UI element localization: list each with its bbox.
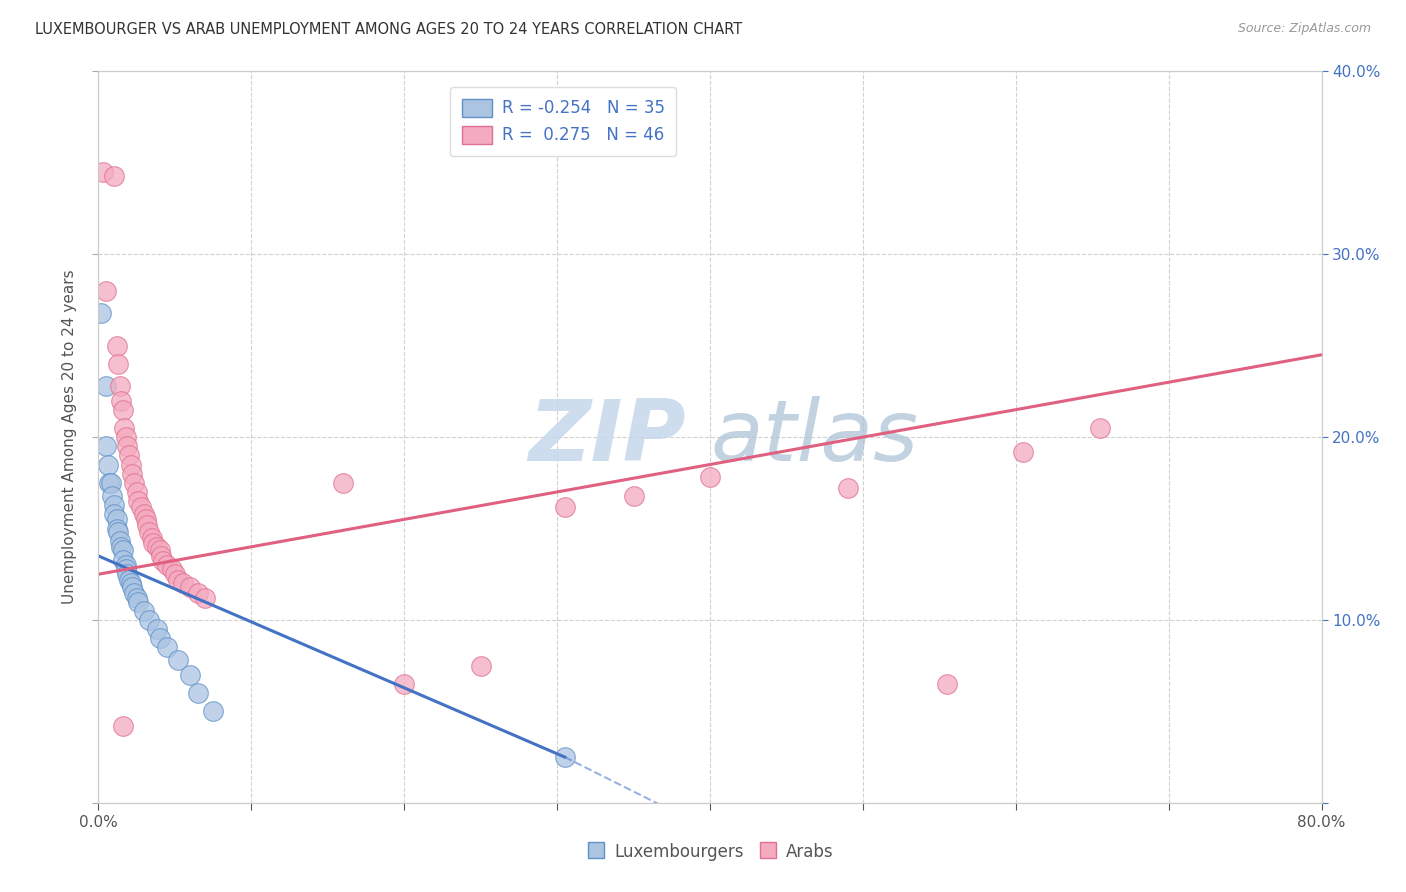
- Point: [111, 552, 134, 566]
- Point: [1012, 444, 1035, 458]
- Point: [194, 591, 217, 605]
- Point: [135, 512, 157, 526]
- Point: [142, 536, 165, 550]
- Point: [98, 475, 121, 490]
- Point: [105, 521, 128, 535]
- Point: [108, 379, 131, 393]
- Point: [117, 439, 139, 453]
- Point: [105, 338, 128, 352]
- Point: [115, 430, 138, 444]
- Point: [120, 458, 142, 472]
- Point: [90, 306, 112, 320]
- Point: [127, 594, 149, 608]
- Point: [110, 540, 132, 554]
- Point: [136, 517, 159, 532]
- Point: [115, 558, 138, 573]
- Point: [117, 567, 139, 582]
- Point: [118, 449, 141, 463]
- Point: [623, 489, 645, 503]
- Text: Source: ZipAtlas.com: Source: ZipAtlas.com: [1237, 22, 1371, 36]
- Point: [105, 512, 128, 526]
- Point: [121, 580, 143, 594]
- Point: [699, 470, 721, 484]
- Point: [167, 573, 190, 587]
- Point: [103, 498, 125, 512]
- Point: [179, 667, 201, 681]
- Legend: Luxembourgers, Arabs: Luxembourgers, Arabs: [579, 836, 841, 868]
- Point: [107, 525, 129, 540]
- Point: [202, 705, 225, 719]
- Point: [97, 458, 120, 472]
- Point: [138, 525, 160, 540]
- Text: atlas: atlas: [710, 395, 918, 479]
- Point: [554, 500, 576, 514]
- Point: [121, 467, 143, 481]
- Point: [118, 573, 141, 587]
- Point: [134, 604, 156, 618]
- Point: [112, 421, 135, 435]
- Point: [122, 475, 145, 490]
- Point: [172, 576, 194, 591]
- Point: [127, 494, 149, 508]
- Point: [94, 284, 117, 298]
- Point: [100, 475, 122, 490]
- Point: [94, 379, 117, 393]
- Y-axis label: Unemployment Among Ages 20 to 24 years: Unemployment Among Ages 20 to 24 years: [62, 269, 77, 605]
- Point: [115, 562, 138, 576]
- Point: [111, 719, 134, 733]
- Point: [120, 576, 142, 591]
- Text: ZIP: ZIP: [527, 395, 686, 479]
- Point: [145, 622, 167, 636]
- Point: [163, 567, 186, 582]
- Point: [91, 165, 114, 179]
- Point: [103, 507, 125, 521]
- Point: [103, 169, 125, 183]
- Point: [111, 402, 134, 417]
- Point: [187, 585, 209, 599]
- Point: [145, 540, 167, 554]
- Point: [936, 677, 959, 691]
- Point: [554, 750, 576, 764]
- Point: [837, 481, 859, 495]
- Point: [107, 357, 129, 371]
- Point: [179, 580, 201, 594]
- Point: [108, 534, 131, 549]
- Point: [187, 686, 209, 700]
- Point: [125, 485, 148, 500]
- Point: [152, 554, 174, 568]
- Text: LUXEMBOURGER VS ARAB UNEMPLOYMENT AMONG AGES 20 TO 24 YEARS CORRELATION CHART: LUXEMBOURGER VS ARAB UNEMPLOYMENT AMONG …: [35, 22, 742, 37]
- Point: [110, 393, 132, 408]
- Point: [167, 653, 190, 667]
- Point: [122, 585, 145, 599]
- Point: [156, 558, 179, 573]
- Point: [156, 640, 179, 655]
- Point: [138, 613, 160, 627]
- Point: [470, 658, 492, 673]
- Point: [149, 632, 172, 646]
- Point: [150, 549, 173, 563]
- Point: [1088, 421, 1111, 435]
- Point: [111, 543, 134, 558]
- Point: [94, 439, 117, 453]
- Point: [149, 543, 172, 558]
- Point: [125, 591, 148, 605]
- Point: [160, 562, 183, 576]
- Point: [141, 531, 163, 545]
- Point: [134, 507, 156, 521]
- Point: [129, 500, 152, 514]
- Point: [392, 677, 416, 691]
- Point: [332, 475, 354, 490]
- Point: [101, 489, 124, 503]
